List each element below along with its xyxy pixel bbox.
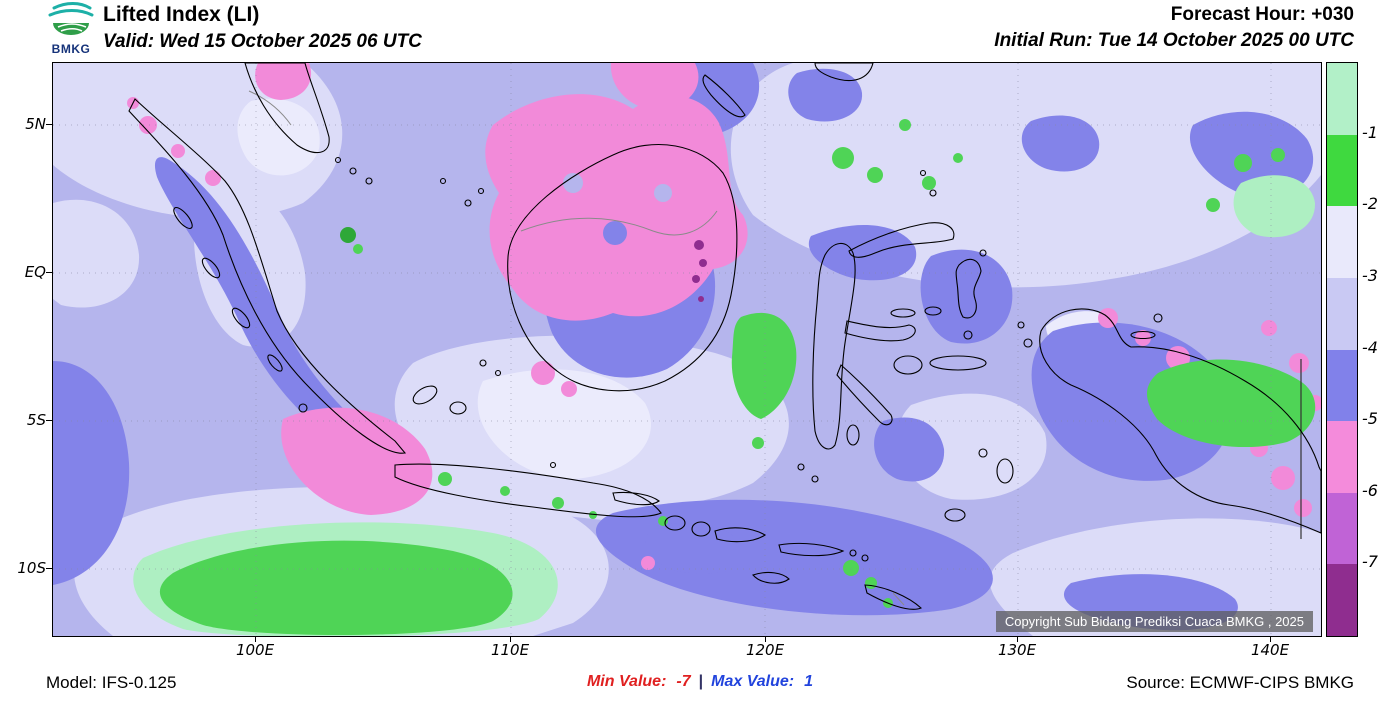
lon-label-100e: 100E	[235, 641, 275, 659]
y-axis-tick	[46, 420, 52, 421]
min-value-label: Min Value:	[586, 673, 667, 690]
min-value-text: Min Value: -7	[587, 673, 691, 690]
colorbar-tick-label: -7	[1362, 552, 1378, 572]
initial-run: Initial Run: Tue 14 October 2025 00 UTC	[994, 30, 1354, 51]
lat-label-eq: EQ	[24, 263, 46, 281]
colorbar-segment	[1327, 492, 1357, 565]
map-area: Copyright Sub Bidang Prediksi Cuaca BMKG…	[52, 62, 1322, 637]
x-axis-tick	[510, 636, 511, 642]
colorbar-segment	[1327, 134, 1357, 207]
minmax-summary: Min Value: -7 | Max Value: 1	[587, 673, 813, 691]
country-borders	[248, 90, 905, 606]
header-right: Forecast Hour: +030 Initial Run: Tue 14 …	[994, 4, 1354, 52]
lon-label-130e: 130E	[997, 641, 1037, 659]
copyright-overlay: Copyright Sub Bidang Prediksi Cuaca BMKG…	[995, 611, 1313, 632]
lon-label-140e: 140E	[1250, 641, 1290, 659]
colorbar-segment	[1327, 206, 1357, 278]
colorbar	[1326, 62, 1358, 637]
colorbar-segment	[1327, 421, 1357, 493]
y-axis-tick	[46, 272, 52, 273]
colorbar-segment	[1327, 564, 1357, 636]
gridlines	[53, 63, 1321, 636]
x-axis-tick	[1017, 636, 1018, 642]
y-axis-tick	[46, 568, 52, 569]
model-label: Model: IFS-0.125	[46, 673, 177, 692]
colorbar-tick-label: -6	[1362, 480, 1378, 500]
contour-field	[53, 63, 1321, 636]
colorbar-tick-label: -5	[1362, 409, 1378, 429]
x-axis-tick	[255, 636, 256, 642]
colorbar-segment	[1327, 277, 1357, 350]
max-value-number: 1	[804, 673, 814, 690]
colorbar-tick-label: -4	[1362, 337, 1378, 357]
coastlines	[128, 63, 1321, 610]
header-left: Lifted Index (LI) Valid: Wed 15 October …	[103, 3, 422, 53]
bmkg-logo-text: BMKG	[51, 42, 91, 56]
colorbar-tick-label: -1	[1362, 122, 1378, 142]
lat-label-10s: 10S	[17, 559, 46, 577]
bmkg-logo: BMKG	[44, 1, 98, 56]
max-value-label: Max Value:	[711, 673, 795, 690]
y-axis-tick	[46, 124, 52, 125]
colorbar-segment	[1327, 349, 1357, 422]
colorbar-tick-label: -2	[1362, 194, 1378, 214]
forecast-hour: Forecast Hour: +030	[1170, 4, 1354, 25]
page-title: Lifted Index (LI)	[103, 3, 260, 26]
lat-label-5n: 5N	[25, 115, 46, 133]
source-label: Source: ECMWF-CIPS BMKG	[1126, 673, 1354, 692]
max-value-text: Max Value: 1	[711, 673, 813, 690]
colorbar-segment	[1327, 63, 1357, 135]
minmax-separator: |	[698, 673, 704, 690]
min-value-number: -7	[676, 673, 691, 690]
bmkg-logo-icon	[48, 2, 94, 35]
lat-label-5s: 5S	[26, 411, 46, 429]
map-plot	[53, 63, 1321, 636]
lon-label-120e: 120E	[745, 641, 785, 659]
colorbar-tick-label: -3	[1362, 265, 1378, 285]
colorbar-ticks: -1 -2 -3 -4 -5 -6 -7	[1362, 62, 1398, 635]
x-axis-tick	[1270, 636, 1271, 642]
valid-time: Valid: Wed 15 October 2025 06 UTC	[103, 31, 422, 52]
lon-label-110e: 110E	[490, 641, 530, 659]
x-axis-tick	[765, 636, 766, 642]
